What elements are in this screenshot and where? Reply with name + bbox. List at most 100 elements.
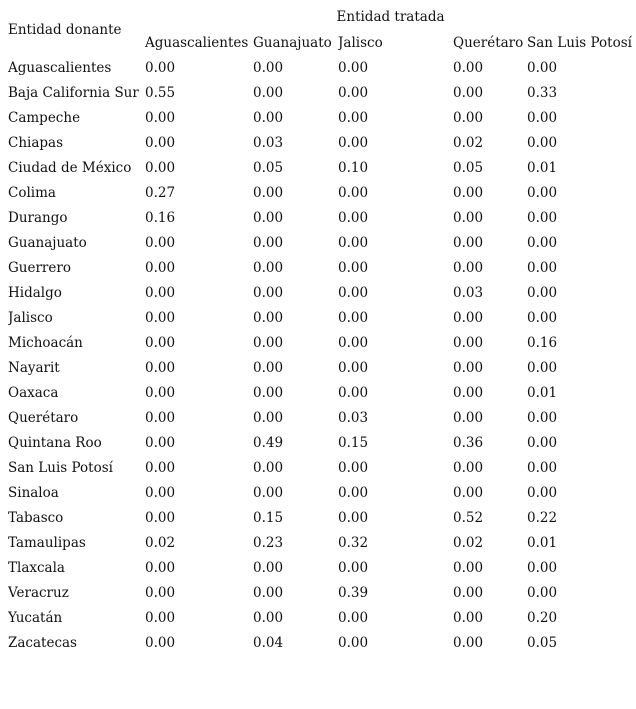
value-cell: 0.05	[527, 634, 558, 651]
value-cell: 0.04	[253, 634, 284, 651]
value-cell: 0.00	[253, 309, 284, 326]
value-cell: 0.00	[527, 134, 558, 151]
value-cell: 0.00	[145, 159, 176, 176]
value-cell: 0.36	[453, 434, 484, 451]
table-row: Chiapas 0.00 0.03 0.00 0.02 0.00	[8, 130, 636, 155]
value-cell: 0.00	[527, 109, 558, 126]
value-cell: 0.00	[527, 59, 558, 76]
value-cell: 0.00	[253, 59, 284, 76]
row-label: Durango	[8, 209, 68, 226]
value-cell: 0.00	[527, 559, 558, 576]
value-cell: 0.00	[338, 384, 369, 401]
table-row: Sinaloa 0.00 0.00 0.00 0.00 0.00	[8, 480, 636, 505]
value-cell: 0.00	[145, 134, 176, 151]
row-label: Aguascalientes	[8, 59, 112, 76]
value-cell: 0.00	[253, 484, 284, 501]
value-cell: 0.03	[453, 284, 484, 301]
value-cell: 0.00	[338, 109, 369, 126]
value-cell: 0.00	[253, 359, 284, 376]
value-cell: 0.00	[527, 209, 558, 226]
value-cell: 0.01	[527, 159, 558, 176]
table-row: Jalisco 0.00 0.00 0.00 0.00 0.00	[8, 305, 636, 330]
value-cell: 0.00	[527, 184, 558, 201]
row-label: Baja California Sur	[8, 84, 139, 101]
row-label: Colima	[8, 184, 56, 201]
value-cell: 0.00	[253, 409, 284, 426]
row-label: Tamaulipas	[8, 534, 86, 551]
value-cell: 0.00	[527, 309, 558, 326]
table-row: Veracruz 0.00 0.00 0.39 0.00 0.00	[8, 580, 636, 605]
table-row: Hidalgo 0.00 0.00 0.00 0.03 0.00	[8, 280, 636, 305]
table-row: Aguascalientes 0.00 0.00 0.00 0.00 0.00	[8, 55, 636, 80]
value-cell: 0.00	[338, 284, 369, 301]
value-cell: 0.00	[338, 184, 369, 201]
row-label: Veracruz	[8, 584, 69, 601]
value-cell: 0.00	[453, 234, 484, 251]
value-cell: 0.03	[338, 409, 369, 426]
value-cell: 0.49	[253, 434, 284, 451]
value-cell: 0.00	[145, 259, 176, 276]
value-cell: 0.00	[338, 309, 369, 326]
row-label: Guerrero	[8, 259, 71, 276]
row-axis-label: Entidad donante	[8, 21, 122, 38]
table-row: Zacatecas 0.00 0.04 0.00 0.00 0.05	[8, 630, 636, 655]
column-header-aguascalientes: Aguascalientes	[145, 34, 249, 51]
value-cell: 0.10	[338, 159, 369, 176]
table-body: Aguascalientes 0.00 0.00 0.00 0.00 0.00 …	[8, 55, 636, 655]
column-header-guanajuato: Guanajuato	[253, 34, 332, 51]
value-cell: 0.00	[527, 409, 558, 426]
value-cell: 0.00	[338, 209, 369, 226]
value-cell: 0.52	[453, 509, 484, 526]
value-cell: 0.00	[453, 309, 484, 326]
value-cell: 0.00	[453, 584, 484, 601]
value-cell: 0.15	[338, 434, 369, 451]
row-label: San Luis Potosí	[8, 459, 113, 476]
value-cell: 0.00	[527, 584, 558, 601]
row-label: Chiapas	[8, 134, 64, 151]
value-cell: 0.00	[145, 409, 176, 426]
value-cell: 0.00	[338, 84, 369, 101]
value-cell: 0.00	[527, 284, 558, 301]
value-cell: 0.00	[253, 609, 284, 626]
value-cell: 0.00	[145, 634, 176, 651]
column-header-row: Aguascalientes Guanajuato Jalisco Querét…	[8, 30, 636, 55]
row-label: Michoacán	[8, 334, 83, 351]
value-cell: 0.00	[253, 384, 284, 401]
value-cell: 0.00	[453, 459, 484, 476]
value-cell: 0.00	[338, 609, 369, 626]
value-cell: 0.00	[145, 559, 176, 576]
value-cell: 0.00	[453, 384, 484, 401]
row-label: Tabasco	[8, 509, 64, 526]
value-cell: 0.00	[453, 84, 484, 101]
value-cell: 0.00	[453, 634, 484, 651]
value-cell: 0.01	[527, 534, 558, 551]
value-cell: 0.00	[145, 109, 176, 126]
value-cell: 0.00	[253, 184, 284, 201]
value-cell: 0.00	[453, 609, 484, 626]
column-header-queretaro: Querétaro	[453, 34, 524, 51]
value-cell: 0.00	[145, 584, 176, 601]
value-cell: 0.00	[145, 309, 176, 326]
value-cell: 0.05	[253, 159, 284, 176]
value-cell: 0.32	[338, 534, 369, 551]
table-row: Campeche 0.00 0.00 0.00 0.00 0.00	[8, 105, 636, 130]
value-cell: 0.00	[338, 359, 369, 376]
value-cell: 0.00	[527, 434, 558, 451]
row-label: Tlaxcala	[8, 559, 65, 576]
value-cell: 0.00	[527, 234, 558, 251]
value-cell: 0.33	[527, 84, 558, 101]
value-cell: 0.15	[253, 509, 284, 526]
table-row: Michoacán 0.00 0.00 0.00 0.00 0.16	[8, 330, 636, 355]
row-label: Ciudad de México	[8, 159, 132, 176]
table-row: Guanajuato 0.00 0.00 0.00 0.00 0.00	[8, 230, 636, 255]
table-row: San Luis Potosí 0.00 0.00 0.00 0.00 0.00	[8, 455, 636, 480]
row-label: Campeche	[8, 109, 81, 126]
value-cell: 0.00	[253, 334, 284, 351]
column-header-jalisco: Jalisco	[338, 34, 383, 51]
value-cell: 0.00	[338, 134, 369, 151]
table-row: Guerrero 0.00 0.00 0.00 0.00 0.00	[8, 255, 636, 280]
value-cell: 0.00	[253, 284, 284, 301]
value-cell: 0.00	[338, 334, 369, 351]
value-cell: 0.00	[453, 109, 484, 126]
axis-header-row: Entidad donante Entidad tratada	[8, 4, 636, 38]
